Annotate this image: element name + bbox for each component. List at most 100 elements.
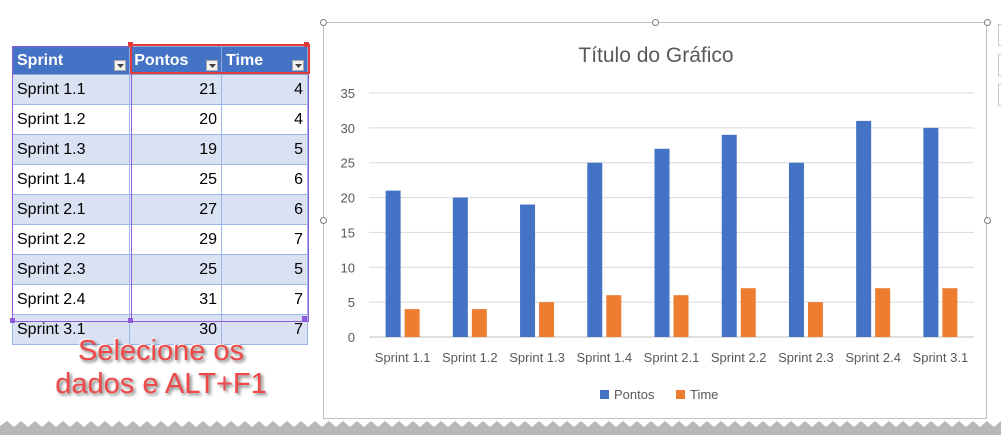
cell-pontos[interactable]: 20 xyxy=(129,104,223,135)
cell-sprint[interactable]: Sprint 3.1 xyxy=(11,314,131,345)
cell-time[interactable]: 5 xyxy=(221,134,308,165)
cell-pontos[interactable]: 27 xyxy=(129,194,223,225)
header-time[interactable]: Time xyxy=(221,46,308,75)
chart-title[interactable]: Título do Gráfico xyxy=(578,44,733,67)
cell-sprint[interactable]: Sprint 2.2 xyxy=(11,224,131,255)
cell-sprint[interactable]: Sprint 1.4 xyxy=(11,164,131,195)
table-row: Sprint 1.2 20 4 xyxy=(11,104,308,135)
header-pontos[interactable]: Pontos xyxy=(129,46,223,75)
chart-object[interactable]: Título do Gráfico 0 5 10 15 20 25 30 35 Sprint … xyxy=(323,22,987,419)
bar-time[interactable] xyxy=(740,288,756,337)
legend-label[interactable]: Time xyxy=(690,387,718,402)
cell-pontos[interactable]: 31 xyxy=(129,284,223,315)
chart-resize-handle[interactable] xyxy=(652,19,659,26)
cell-time[interactable]: 4 xyxy=(221,104,308,135)
legend-label[interactable]: Pontos xyxy=(614,387,655,402)
x-axis-labels: Sprint 1.1 Sprint 1.2 Sprint 1.3 Sprint 1.4… xyxy=(375,350,968,365)
cell-time[interactable]: 5 xyxy=(221,254,308,285)
bar-pontos[interactable] xyxy=(856,120,872,337)
chart-resize-handle[interactable] xyxy=(984,217,991,224)
table-row: Sprint 3.1 30 7 xyxy=(11,314,308,345)
torn-edge-shape xyxy=(0,421,1001,435)
bar-pontos[interactable] xyxy=(923,127,939,337)
bar-pontos[interactable] xyxy=(587,162,603,337)
filter-dropdown-icon[interactable] xyxy=(114,60,127,71)
data-table-region[interactable]: Sprint Pontos Time xyxy=(10,42,310,345)
chart-resize-handle[interactable] xyxy=(320,217,327,224)
bar-time[interactable] xyxy=(807,302,823,337)
table-header-row: Sprint Pontos Time xyxy=(11,46,308,75)
x-tick-label: Sprint 3.1 xyxy=(913,350,969,365)
cell-sprint[interactable]: Sprint 2.3 xyxy=(11,254,131,285)
y-tick-label: 30 xyxy=(341,121,355,136)
cell-sprint[interactable]: Sprint 1.3 xyxy=(11,134,131,165)
cell-time[interactable]: 6 xyxy=(221,164,308,195)
column-chart[interactable]: Título do Gráfico 0 5 10 15 20 25 30 35 Sprint … xyxy=(324,23,988,420)
bar-time[interactable] xyxy=(471,309,487,337)
chart-styles-button[interactable] xyxy=(998,54,1001,76)
x-tick-label: Sprint 1.2 xyxy=(442,350,498,365)
table-row: Sprint 1.1 21 4 xyxy=(11,74,308,105)
cell-pontos[interactable]: 21 xyxy=(129,74,223,105)
chart-elements-button[interactable] xyxy=(998,24,1001,46)
selection-handle[interactable] xyxy=(128,318,133,323)
legend-swatch xyxy=(676,390,685,399)
filter-dropdown-icon[interactable] xyxy=(206,60,219,71)
bar-pontos[interactable] xyxy=(385,190,401,337)
legend-swatch xyxy=(600,390,609,399)
cell-time[interactable]: 6 xyxy=(221,194,308,225)
table-row: Sprint 2.2 29 7 xyxy=(11,224,308,255)
y-axis-labels: 0 5 10 15 20 25 30 35 xyxy=(341,86,355,345)
chart-filters-button[interactable] xyxy=(998,84,1001,106)
filter-dropdown-icon[interactable] xyxy=(292,60,304,71)
sprint-data-table[interactable]: Sprint Pontos Time xyxy=(11,46,308,345)
bar-time[interactable] xyxy=(875,288,891,337)
x-tick-label: Sprint 2.1 xyxy=(644,350,700,365)
callout-line-1: Selecione os xyxy=(77,335,245,367)
bar-time[interactable] xyxy=(673,295,689,337)
chart-resize-handle[interactable] xyxy=(984,19,991,26)
resize-handle[interactable] xyxy=(302,316,307,321)
table-row: Sprint 2.1 27 6 xyxy=(11,194,308,225)
cell-sprint[interactable]: Sprint 1.2 xyxy=(11,104,131,135)
callout-line-2: dados e ALT+F1 xyxy=(55,368,267,400)
chart-legend[interactable]: Pontos Time xyxy=(600,387,718,402)
torn-edge-decoration xyxy=(0,421,1001,435)
cell-sprint[interactable]: Sprint 2.1 xyxy=(11,194,131,225)
cell-pontos[interactable]: 19 xyxy=(129,134,223,165)
cell-sprint[interactable]: Sprint 2.4 xyxy=(11,284,131,315)
cell-time[interactable]: 4 xyxy=(221,74,308,105)
cell-time[interactable]: 7 xyxy=(221,314,308,345)
bar-pontos[interactable] xyxy=(520,204,536,337)
y-tick-label: 0 xyxy=(348,330,355,345)
selection-handle[interactable] xyxy=(10,318,15,323)
cell-pontos[interactable]: 25 xyxy=(129,164,223,195)
cell-pontos[interactable]: 25 xyxy=(129,254,223,285)
table-row: Sprint 1.4 25 6 xyxy=(11,164,308,195)
bar-time[interactable] xyxy=(539,302,555,337)
cell-sprint[interactable]: Sprint 1.1 xyxy=(11,74,131,105)
bar-pontos[interactable] xyxy=(721,134,737,337)
bar-time[interactable] xyxy=(404,309,420,337)
selection-handle[interactable] xyxy=(304,42,309,47)
x-tick-label: Sprint 2.3 xyxy=(778,350,834,365)
cell-time[interactable]: 7 xyxy=(221,224,308,255)
y-tick-label: 20 xyxy=(341,191,355,206)
y-tick-label: 25 xyxy=(341,156,355,171)
cell-time[interactable]: 7 xyxy=(221,284,308,315)
selection-handle[interactable] xyxy=(128,42,133,47)
bar-pontos[interactable] xyxy=(654,148,670,337)
plot-area[interactable] xyxy=(385,120,958,337)
bar-pontos[interactable] xyxy=(452,197,468,337)
cell-pontos[interactable]: 29 xyxy=(129,224,223,255)
bar-time[interactable] xyxy=(606,295,622,337)
x-tick-label: Sprint 1.4 xyxy=(576,350,632,365)
bar-time[interactable] xyxy=(942,288,958,337)
bar-pontos[interactable] xyxy=(788,162,804,337)
y-tick-label: 10 xyxy=(341,260,355,275)
table-row: Sprint 2.3 25 5 xyxy=(11,254,308,285)
header-sprint[interactable]: Sprint xyxy=(11,46,131,75)
chart-resize-handle[interactable] xyxy=(320,19,327,26)
x-tick-label: Sprint 2.4 xyxy=(845,350,901,365)
